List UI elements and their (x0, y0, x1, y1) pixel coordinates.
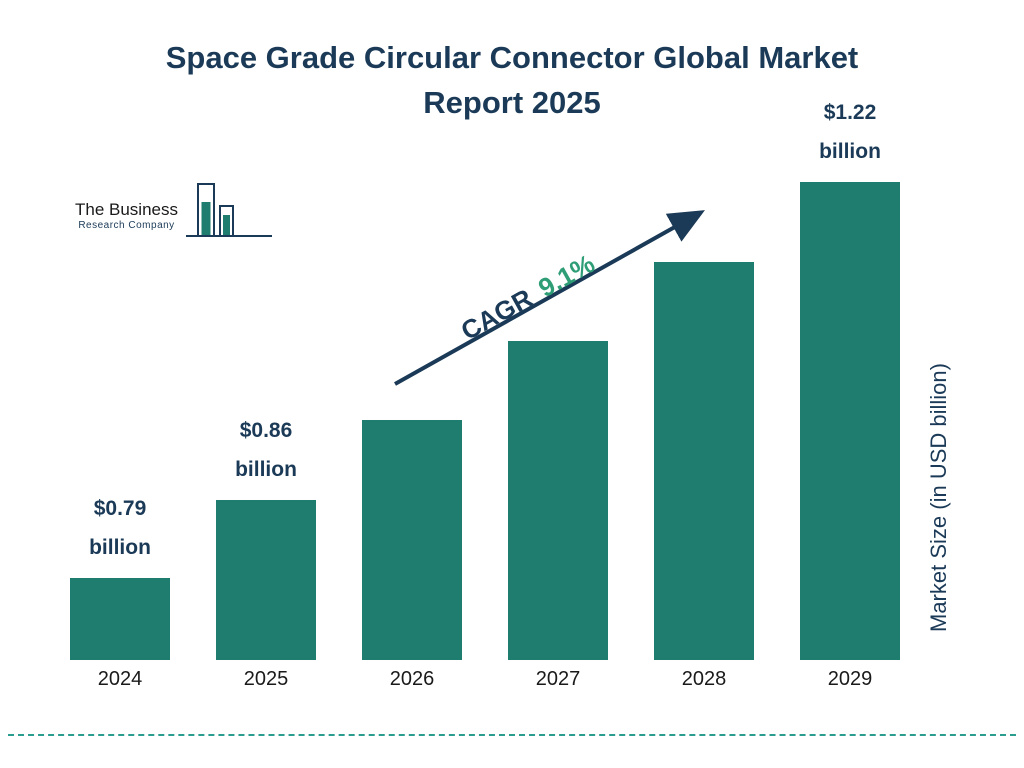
company-logo-name: The Business (75, 199, 178, 219)
value-unit: billion (819, 140, 881, 164)
bar-column-2024: $0.79 billion 2024 (70, 100, 170, 690)
bar-2024 (70, 578, 170, 660)
company-logo-subname: Research Company (78, 219, 175, 231)
bar-column-2028: 2028 (654, 100, 754, 690)
bar-2026 (362, 420, 462, 660)
value-amount: $0.79 (93, 497, 147, 521)
value-label-2025: $0.86 billion (186, 412, 346, 490)
bar-chart-plot-area: $0.79 billion 2024 $0.86 billion 2025 2026 2027… (70, 100, 900, 690)
x-tick-label-2025: 2025 (243, 668, 289, 690)
bar-chart-logo-icon (184, 182, 274, 249)
page-title-line1: Space Grade Circular Connector Global Ma… (165, 40, 859, 75)
x-tick-label-2029: 2029 (827, 668, 873, 690)
value-label-2024: $0.79 billion (40, 490, 200, 568)
bar-2029 (800, 182, 900, 660)
page-title: Space Grade Circular Connector Global Ma… (0, 36, 1024, 126)
bottom-dashed-divider (8, 734, 1016, 736)
y-axis-label: Market Size (in USD billion) (926, 363, 951, 633)
x-tick-label-2027: 2027 (535, 668, 581, 690)
x-tick-label-2024: 2024 (97, 668, 143, 690)
bar-2028 (654, 262, 754, 660)
bar-column-2029: $1.22 billion 2029 (800, 100, 900, 690)
x-tick-label-2026: 2026 (389, 668, 435, 690)
bar-column-2025: $0.86 billion 2025 (216, 100, 316, 690)
bar-column-2026: 2026 (362, 100, 462, 690)
value-unit: billion (89, 536, 151, 560)
bar-column-2027: 2027 (508, 100, 608, 690)
value-label-2029: $1.22 billion (770, 94, 930, 172)
company-logo: The Business Research Company (75, 180, 285, 250)
value-amount: $1.22 (823, 101, 877, 125)
bar-2025 (216, 500, 316, 660)
company-logo-text: The Business Research Company (75, 200, 178, 231)
page-title-line2: Report 2025 (423, 84, 601, 120)
x-tick-label-2028: 2028 (681, 668, 727, 690)
value-amount: $0.86 (239, 419, 293, 443)
bar-2027 (508, 341, 608, 660)
value-unit: billion (235, 458, 297, 482)
